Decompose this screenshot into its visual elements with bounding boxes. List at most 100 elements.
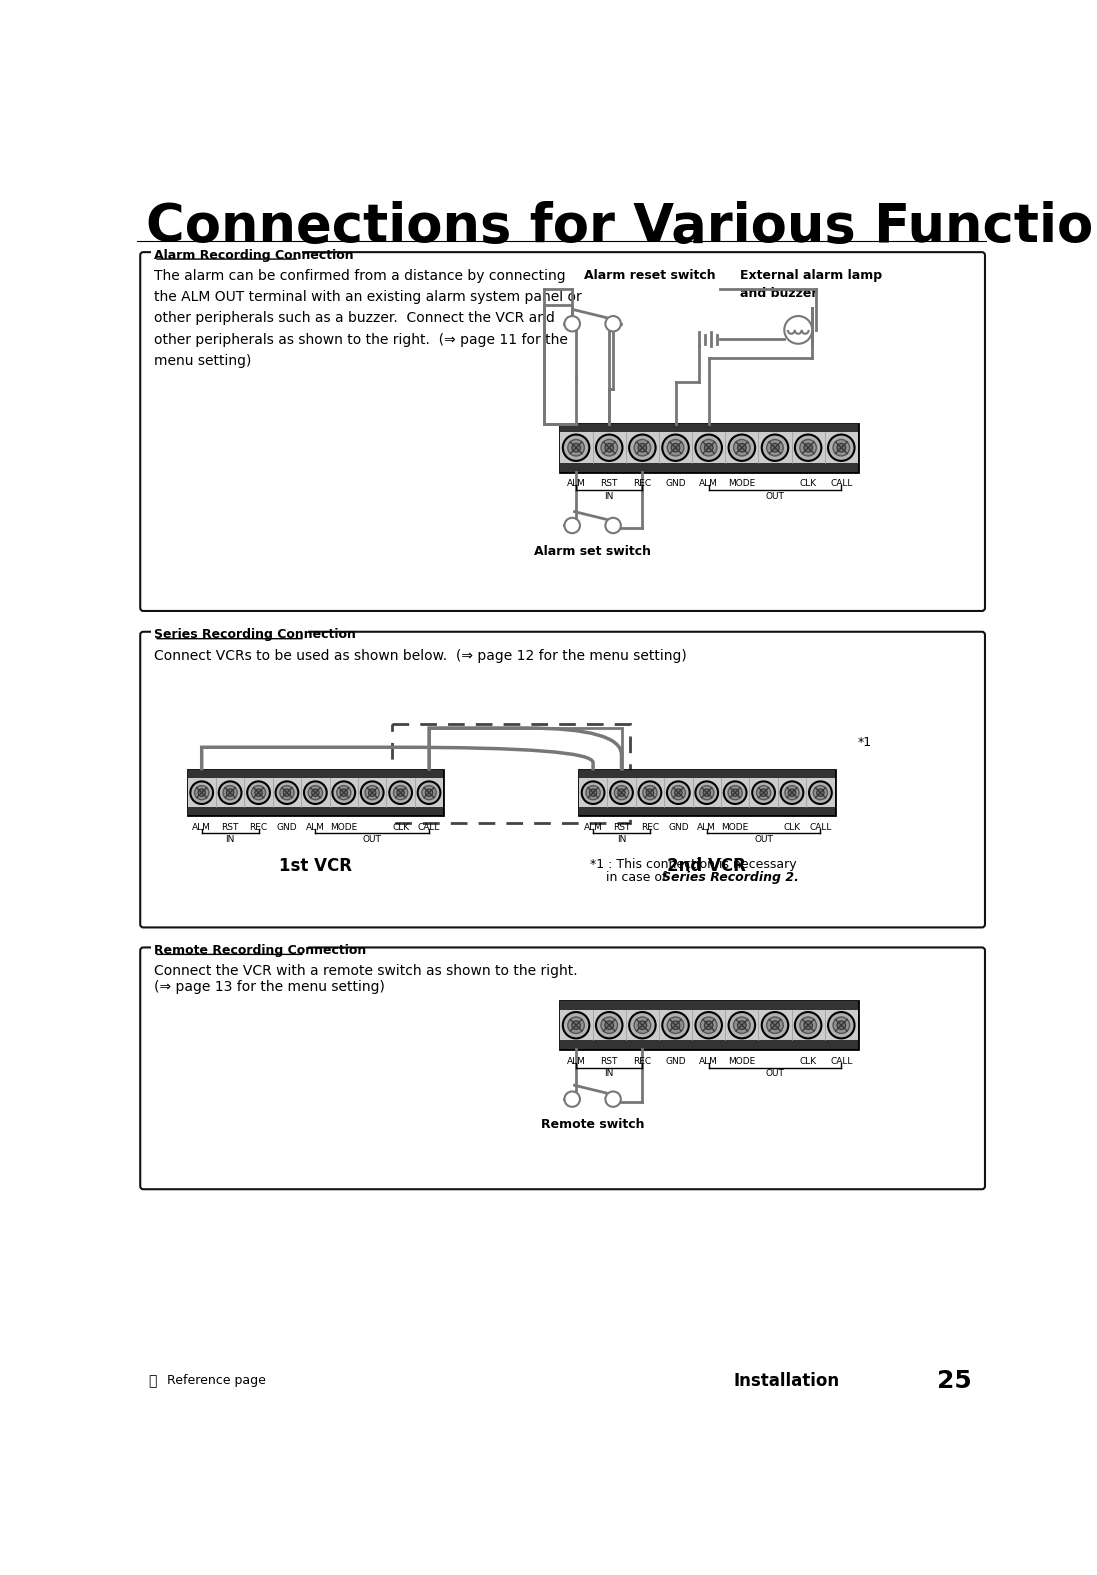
Text: IN: IN	[604, 491, 614, 501]
Circle shape	[581, 781, 604, 803]
Circle shape	[671, 786, 686, 800]
Circle shape	[255, 789, 262, 797]
Circle shape	[251, 786, 265, 800]
Circle shape	[667, 1017, 683, 1033]
Circle shape	[199, 789, 205, 797]
Circle shape	[568, 1017, 585, 1033]
Text: OUT: OUT	[754, 835, 773, 844]
Circle shape	[361, 781, 384, 803]
Circle shape	[800, 1017, 816, 1033]
Text: Series Recording Connection: Series Recording Connection	[155, 628, 357, 641]
Bar	[559, 433, 858, 463]
Circle shape	[565, 518, 580, 534]
Circle shape	[629, 435, 656, 461]
Text: Connect the VCR with a remote switch as shown to the right.: Connect the VCR with a remote switch as …	[155, 964, 578, 978]
Text: OUT: OUT	[766, 491, 784, 501]
Text: GND: GND	[276, 822, 297, 832]
Circle shape	[795, 435, 822, 461]
Circle shape	[389, 781, 412, 803]
Text: RST: RST	[613, 822, 630, 832]
Text: MODE: MODE	[728, 1057, 756, 1066]
Circle shape	[837, 1021, 846, 1030]
Circle shape	[767, 1017, 783, 1033]
Circle shape	[734, 439, 750, 455]
Circle shape	[618, 789, 625, 797]
Text: CLK: CLK	[800, 1057, 816, 1066]
Circle shape	[418, 781, 440, 803]
Bar	[559, 463, 858, 471]
Bar	[392, 724, 630, 822]
Circle shape	[394, 786, 408, 800]
Circle shape	[312, 789, 319, 797]
Bar	[559, 424, 858, 433]
Circle shape	[643, 786, 657, 800]
Circle shape	[761, 435, 789, 461]
Circle shape	[761, 1013, 789, 1038]
Bar	[579, 778, 835, 806]
Circle shape	[700, 439, 717, 455]
Circle shape	[703, 789, 711, 797]
Circle shape	[804, 1021, 813, 1030]
Circle shape	[700, 1017, 717, 1033]
Bar	[151, 947, 308, 956]
Text: OUT: OUT	[766, 1069, 784, 1079]
Text: IN: IN	[604, 1069, 614, 1079]
Circle shape	[280, 786, 294, 800]
Circle shape	[767, 439, 783, 455]
Circle shape	[771, 444, 779, 452]
Text: ALM: ALM	[699, 1057, 719, 1066]
Bar	[188, 770, 443, 814]
Circle shape	[781, 781, 803, 803]
Text: GND: GND	[668, 822, 689, 832]
Circle shape	[422, 786, 437, 800]
Circle shape	[728, 786, 743, 800]
Circle shape	[734, 1017, 750, 1033]
Circle shape	[223, 786, 237, 800]
Text: ALM: ALM	[567, 1057, 586, 1066]
Circle shape	[804, 444, 813, 452]
Circle shape	[732, 789, 739, 797]
Circle shape	[565, 317, 580, 331]
Text: Remote switch: Remote switch	[541, 1118, 644, 1131]
Circle shape	[589, 789, 597, 797]
Circle shape	[704, 444, 713, 452]
Circle shape	[753, 781, 774, 803]
Circle shape	[833, 439, 849, 455]
Bar	[151, 630, 308, 641]
Circle shape	[572, 1021, 580, 1030]
Circle shape	[365, 786, 380, 800]
Circle shape	[837, 444, 846, 452]
Circle shape	[675, 789, 682, 797]
Text: RST: RST	[600, 1057, 618, 1066]
Circle shape	[638, 444, 647, 452]
Text: 2nd VCR: 2nd VCR	[667, 857, 746, 876]
Circle shape	[606, 1091, 621, 1107]
Text: CLK: CLK	[392, 822, 409, 832]
Circle shape	[275, 781, 298, 803]
Circle shape	[606, 317, 621, 331]
Text: RST: RST	[600, 479, 618, 488]
Text: ALM: ALM	[699, 479, 719, 488]
Text: Alarm set switch: Alarm set switch	[534, 545, 652, 558]
Text: Reference page: Reference page	[167, 1375, 265, 1388]
Circle shape	[784, 786, 799, 800]
Text: The alarm can be confirmed from a distance by connecting
the ALM OUT terminal wi: The alarm can be confirmed from a distan…	[155, 269, 581, 367]
Circle shape	[728, 1013, 755, 1038]
Circle shape	[604, 444, 613, 452]
Circle shape	[218, 781, 241, 803]
Text: Alarm Recording Connection: Alarm Recording Connection	[155, 249, 354, 261]
Text: MODE: MODE	[728, 479, 756, 488]
Circle shape	[337, 786, 351, 800]
Text: REC: REC	[249, 822, 268, 832]
Text: ALM: ALM	[584, 822, 602, 832]
Text: CALL: CALL	[418, 822, 440, 832]
Circle shape	[810, 781, 832, 803]
Circle shape	[771, 1021, 779, 1030]
Bar	[151, 250, 303, 261]
Text: Installation: Installation	[734, 1372, 840, 1391]
Text: GND: GND	[665, 479, 686, 488]
Text: 1st VCR: 1st VCR	[279, 857, 352, 876]
Circle shape	[563, 435, 589, 461]
Bar	[188, 806, 443, 814]
Circle shape	[586, 786, 600, 800]
